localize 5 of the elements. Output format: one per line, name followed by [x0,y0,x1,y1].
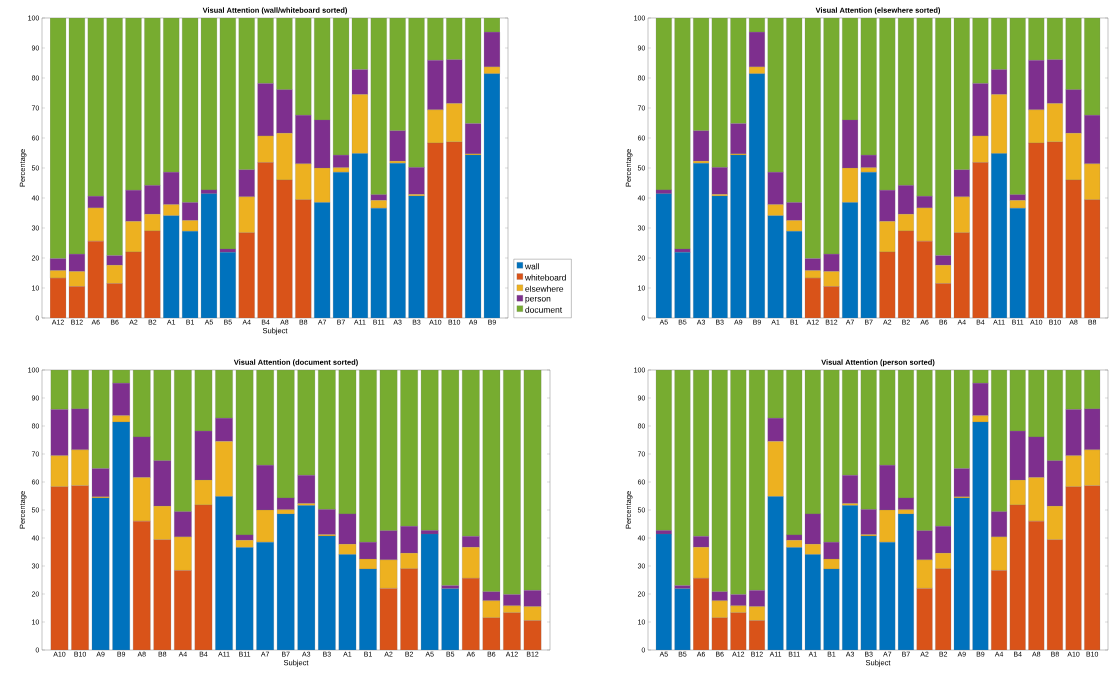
legend-label: person [525,296,551,304]
legend-label: elsewhere [525,285,564,292]
legend-label: wall [524,263,539,270]
legend-label: document [525,306,563,313]
legend-label: whiteboard [524,274,566,281]
